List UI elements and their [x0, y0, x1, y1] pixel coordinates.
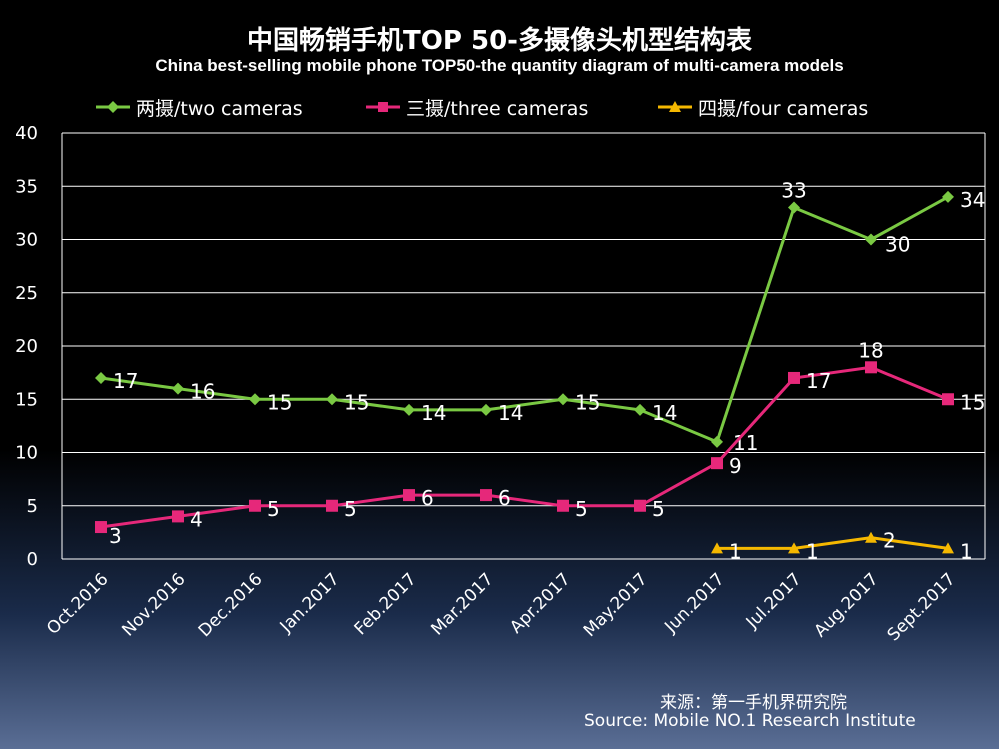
data-label-two: 17: [113, 369, 138, 393]
data-label-two: 14: [498, 401, 523, 425]
y-tick-label: 15: [15, 389, 38, 410]
data-point-three: [865, 361, 877, 374]
x-tick-label: Aug.2017: [810, 569, 882, 641]
data-label-two: 14: [652, 401, 677, 425]
legend-label-four: 四摄/four cameras: [698, 97, 869, 120]
legend-item-two: 两摄/two cameras: [96, 94, 303, 120]
data-label-two: 15: [575, 390, 600, 414]
data-label-three: 6: [498, 486, 511, 510]
legend-item-four: 四摄/four cameras: [658, 94, 868, 120]
y-tick-label: 0: [27, 549, 38, 570]
data-point-three: [788, 371, 800, 384]
data-point-three: [403, 489, 415, 502]
data-label-four: 1: [729, 539, 742, 563]
data-point-two: [172, 382, 184, 395]
x-tick-label: Oct.2016: [43, 569, 112, 638]
data-point-two: [249, 393, 261, 406]
legend-label-three: 三摄/three cameras: [406, 97, 589, 120]
data-label-three: 18: [858, 338, 883, 362]
data-point-two: [711, 435, 723, 448]
legend-marker-diamond-icon: [96, 101, 130, 113]
data-point-two: [403, 403, 415, 416]
data-point-four: [865, 531, 877, 543]
source-zh: 来源：第一手机界研究院: [660, 693, 847, 713]
data-label-three: 5: [575, 497, 588, 521]
data-point-four: [942, 542, 954, 554]
y-tick-label: 35: [15, 176, 38, 197]
x-tick-label: Mar.2017: [427, 569, 497, 639]
data-label-two: 34: [960, 188, 985, 212]
data-point-two: [480, 403, 492, 416]
data-point-three: [249, 499, 261, 512]
source-en: Source: Mobile NO.1 Research Institute: [584, 711, 916, 731]
data-point-two: [942, 190, 954, 203]
data-label-two: 33: [781, 179, 806, 203]
data-label-three: 3: [109, 524, 122, 548]
data-point-three: [172, 510, 184, 523]
data-point-three: [95, 521, 107, 534]
y-tick-label: 10: [15, 443, 38, 464]
data-point-two: [788, 201, 800, 214]
data-point-two: [865, 233, 877, 246]
legend-marker-triangle-icon: [658, 101, 692, 112]
legend-marker-square-icon: [366, 102, 400, 112]
y-tick-label: 30: [15, 230, 38, 251]
data-point-two: [557, 393, 569, 406]
data-point-three: [634, 499, 646, 512]
series-line-three: [100, 365, 949, 529]
data-point-three: [480, 489, 492, 502]
data-point-four: [711, 542, 723, 554]
data-label-two: 15: [267, 390, 292, 414]
data-label-three: 6: [421, 486, 434, 510]
data-label-three: 15: [960, 390, 985, 414]
y-tick-label: 5: [27, 496, 38, 517]
legend-item-three: 三摄/three cameras: [366, 94, 588, 120]
data-label-three: 4: [190, 507, 203, 531]
data-point-four: [788, 542, 800, 554]
y-tick-label: 40: [15, 123, 38, 144]
x-tick-label: Jan.2017: [276, 569, 344, 637]
y-tick-label: 20: [15, 336, 38, 357]
legend-label-two: 两摄/two cameras: [136, 97, 303, 120]
x-tick-label: Jun.2017: [660, 569, 728, 637]
data-label-two: 14: [421, 401, 446, 425]
data-point-three: [557, 499, 569, 512]
data-label-two: 30: [885, 233, 910, 257]
data-point-two: [95, 371, 107, 384]
data-label-three: 5: [344, 497, 357, 521]
x-tick-label: May.2017: [580, 569, 652, 641]
x-tick-label: Feb.2017: [351, 569, 421, 639]
chart-subtitle: China best-selling mobile phone TOP50-th…: [155, 56, 844, 75]
data-label-three: 5: [267, 497, 280, 521]
data-label-four: 1: [806, 539, 819, 563]
x-tick-label: Dec.2016: [195, 569, 267, 641]
data-point-three: [326, 499, 338, 512]
chart-legend: 两摄/two cameras 三摄/three cameras 四摄/four …: [0, 94, 999, 120]
data-label-three: 9: [729, 454, 742, 478]
x-tick-label: Jul.2017: [742, 569, 806, 633]
series-line-four: [717, 536, 949, 550]
data-label-two: 16: [190, 380, 215, 404]
data-label-three: 5: [652, 497, 665, 521]
y-tick-label: 25: [15, 283, 38, 304]
data-label-two: 15: [344, 390, 369, 414]
x-tick-label: Sept.2017: [884, 569, 960, 645]
data-point-three: [711, 457, 723, 470]
data-label-four: 2: [883, 529, 896, 553]
data-point-two: [326, 393, 338, 406]
x-tick-label: Apr.2017: [506, 569, 574, 637]
data-label-four: 1: [960, 539, 973, 563]
data-point-two: [634, 403, 646, 416]
data-point-three: [942, 393, 954, 406]
chart-title: 中国畅销手机TOP 50-多摄像头机型结构表: [247, 26, 752, 56]
series-line-two: [100, 195, 949, 444]
x-tick-label: Nov.2016: [118, 569, 189, 640]
data-label-three: 17: [806, 369, 831, 393]
